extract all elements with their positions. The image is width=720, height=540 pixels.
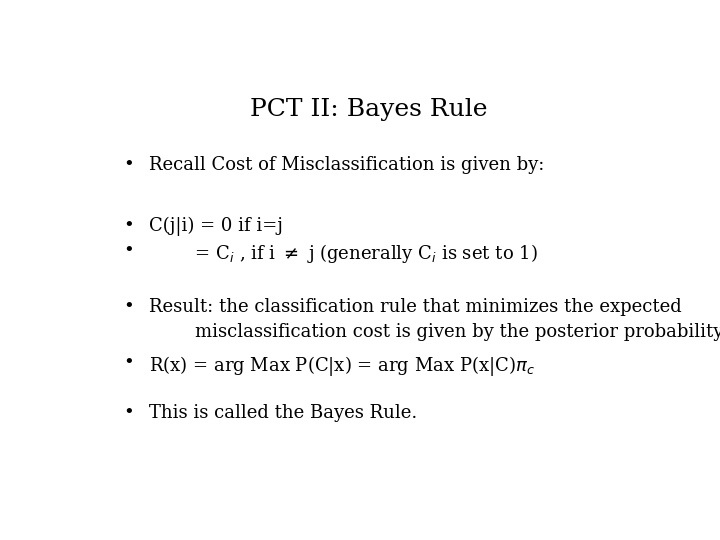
Text: R(x) = arg Max P(C|x) = arg Max P(x|C)$\pi_c$: R(x) = arg Max P(C|x) = arg Max P(x|C)$\… — [148, 354, 534, 378]
Text: •: • — [124, 241, 135, 260]
Text: •: • — [124, 156, 135, 174]
Text: •: • — [124, 217, 135, 234]
Text: •: • — [124, 354, 135, 372]
Text: C(j|i) = 0 if i=j: C(j|i) = 0 if i=j — [148, 217, 282, 236]
Text: = C$_i$ , if i $\neq$ j (generally C$_i$ is set to 1): = C$_i$ , if i $\neq$ j (generally C$_i$… — [148, 241, 537, 265]
Text: •: • — [124, 404, 135, 422]
Text: PCT II: Bayes Rule: PCT II: Bayes Rule — [251, 98, 487, 121]
Text: Result: the classification rule that minimizes the expected
        misclassific: Result: the classification rule that min… — [148, 298, 720, 341]
Text: Recall Cost of Misclassification is given by:: Recall Cost of Misclassification is give… — [148, 156, 544, 174]
Text: This is called the Bayes Rule.: This is called the Bayes Rule. — [148, 404, 417, 422]
Text: •: • — [124, 298, 135, 316]
